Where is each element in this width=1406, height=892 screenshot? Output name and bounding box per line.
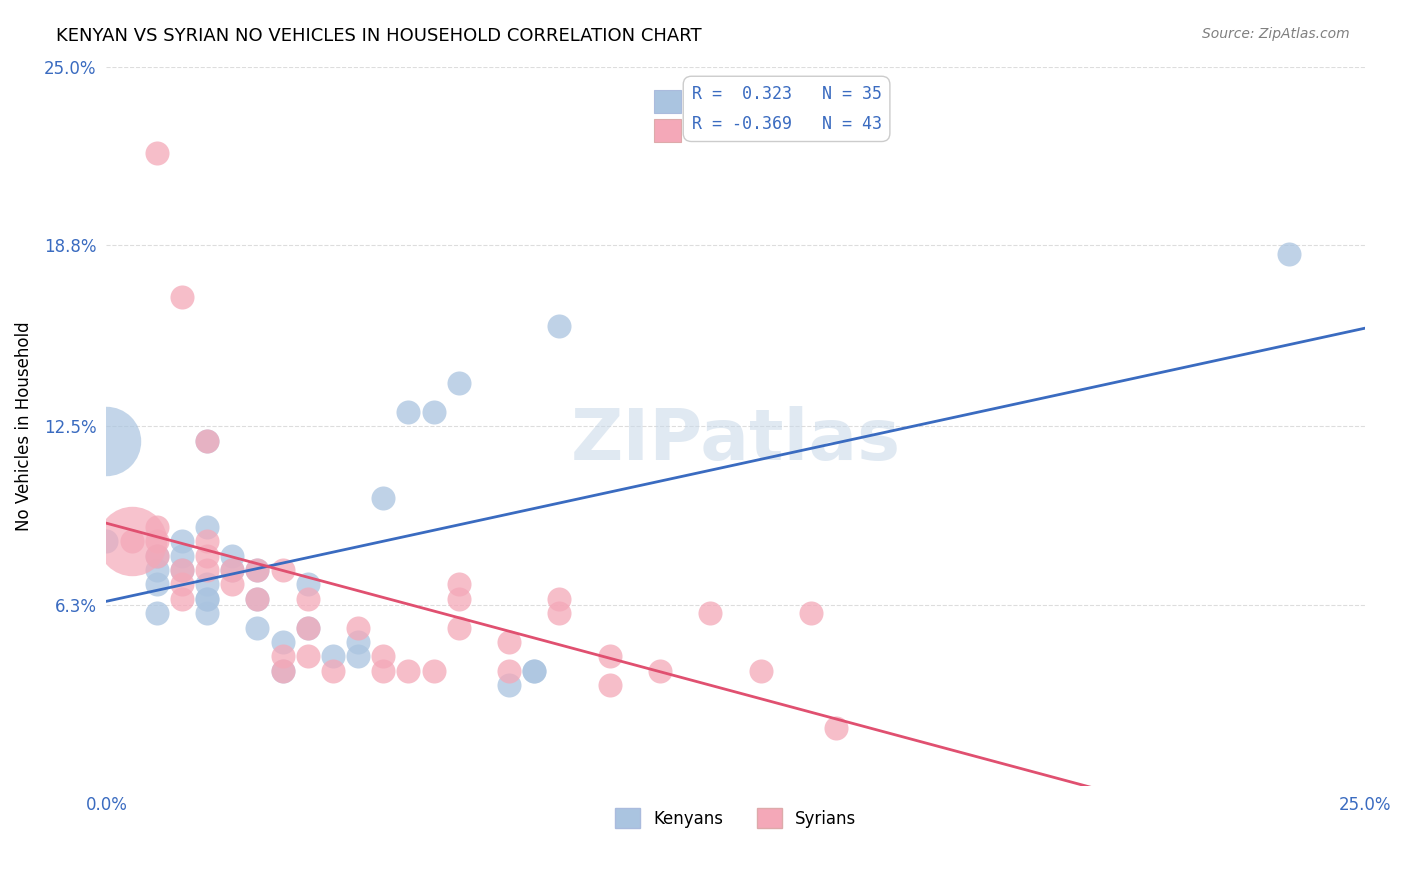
Point — [146, 145, 169, 160]
Point — [548, 591, 571, 606]
Point — [297, 591, 319, 606]
Point — [297, 649, 319, 664]
Text: R =  0.323   N = 35: R = 0.323 N = 35 — [692, 85, 882, 103]
Point — [271, 664, 294, 678]
FancyBboxPatch shape — [654, 90, 682, 113]
Point — [800, 606, 823, 620]
Point — [146, 534, 169, 549]
Point — [246, 591, 269, 606]
Point — [523, 664, 546, 678]
Point — [146, 563, 169, 577]
Point — [599, 649, 621, 664]
Point — [170, 577, 193, 591]
Point — [121, 534, 143, 549]
Point — [170, 563, 193, 577]
Point — [246, 563, 269, 577]
Point — [1278, 246, 1301, 260]
Point — [398, 405, 420, 419]
Point — [322, 649, 344, 664]
Point — [447, 376, 470, 390]
Text: ZIPatlas: ZIPatlas — [571, 406, 901, 475]
Point — [146, 549, 169, 563]
Point — [271, 649, 294, 664]
Point — [195, 606, 218, 620]
Point — [195, 534, 218, 549]
Point — [347, 649, 370, 664]
Point — [422, 405, 444, 419]
Point — [297, 577, 319, 591]
Point — [221, 577, 243, 591]
Point — [246, 621, 269, 635]
Point — [548, 606, 571, 620]
Point — [195, 591, 218, 606]
Point — [599, 678, 621, 692]
Point — [121, 534, 143, 549]
Point — [498, 664, 520, 678]
Point — [246, 591, 269, 606]
FancyBboxPatch shape — [654, 120, 682, 142]
Y-axis label: No Vehicles in Household: No Vehicles in Household — [15, 321, 32, 531]
Point — [271, 563, 294, 577]
Legend: Kenyans, Syrians: Kenyans, Syrians — [609, 801, 863, 835]
Point — [347, 635, 370, 649]
Point — [297, 621, 319, 635]
Point — [246, 563, 269, 577]
Point — [373, 649, 395, 664]
Point — [221, 563, 243, 577]
Point — [347, 621, 370, 635]
Point — [146, 520, 169, 534]
Point — [96, 434, 118, 448]
Point — [195, 577, 218, 591]
Point — [447, 591, 470, 606]
Point — [146, 577, 169, 591]
Point — [373, 491, 395, 505]
Point — [271, 635, 294, 649]
Point — [221, 563, 243, 577]
Point — [195, 520, 218, 534]
Point — [373, 664, 395, 678]
Point — [170, 534, 193, 549]
Point — [422, 664, 444, 678]
Point — [825, 721, 848, 735]
Point — [96, 534, 118, 549]
Point — [498, 678, 520, 692]
Point — [195, 591, 218, 606]
Point — [195, 434, 218, 448]
Point — [170, 290, 193, 304]
Point — [523, 664, 546, 678]
Point — [548, 318, 571, 333]
Text: R =  0.323   N = 35
R = -0.369   N = 43: R = 0.323 N = 35 R = -0.369 N = 43 — [692, 85, 882, 133]
Point — [195, 434, 218, 448]
Point — [749, 664, 772, 678]
Point — [170, 563, 193, 577]
Point — [398, 664, 420, 678]
Point — [447, 577, 470, 591]
Point — [648, 664, 671, 678]
Point — [297, 621, 319, 635]
Point — [221, 549, 243, 563]
Point — [146, 549, 169, 563]
Point — [146, 606, 169, 620]
Point — [498, 635, 520, 649]
Point — [195, 549, 218, 563]
Point — [271, 664, 294, 678]
Point — [447, 621, 470, 635]
Point — [322, 664, 344, 678]
Text: KENYAN VS SYRIAN NO VEHICLES IN HOUSEHOLD CORRELATION CHART: KENYAN VS SYRIAN NO VEHICLES IN HOUSEHOL… — [56, 27, 702, 45]
Text: Source: ZipAtlas.com: Source: ZipAtlas.com — [1202, 27, 1350, 41]
Point — [170, 549, 193, 563]
Point — [195, 563, 218, 577]
Point — [170, 591, 193, 606]
Point — [699, 606, 721, 620]
